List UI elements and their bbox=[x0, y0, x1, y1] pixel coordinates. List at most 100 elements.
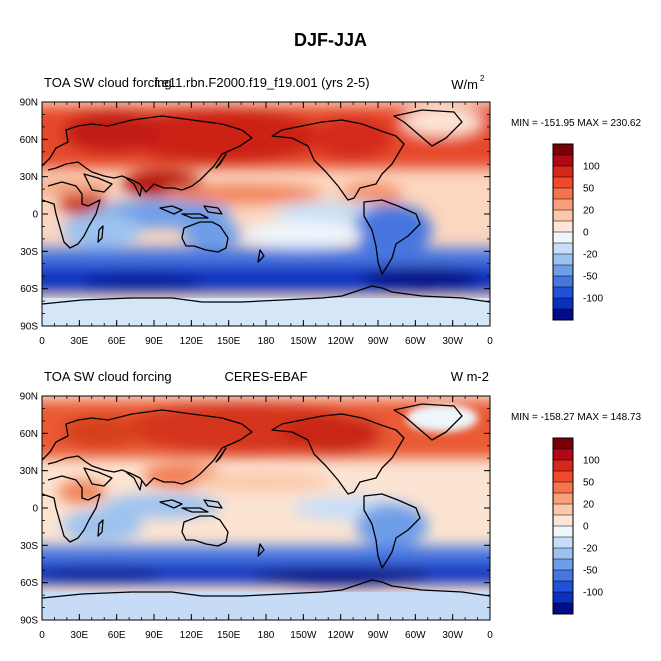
colorbar-swatch bbox=[553, 265, 573, 277]
lat-label-2: 90S bbox=[20, 616, 38, 627]
colorbar-swatch bbox=[553, 515, 573, 527]
panel-2-left-title: TOA SW cloud forcing bbox=[44, 369, 172, 384]
colorbar-swatch bbox=[553, 309, 573, 321]
colorbar-swatch bbox=[553, 449, 573, 461]
lat-label-1: 0 bbox=[32, 210, 38, 221]
colorbar-2: 100 50 20 0 -20 -50 -100 bbox=[552, 437, 603, 615]
colorbar-swatch bbox=[553, 592, 573, 604]
colorbar-swatch bbox=[553, 254, 573, 266]
lon-label-1: 90E bbox=[145, 336, 163, 347]
lon-label-1: 180 bbox=[258, 336, 275, 347]
contour-field-2 bbox=[42, 396, 490, 620]
colorbar-label: 20 bbox=[583, 500, 595, 511]
colorbar-swatch bbox=[553, 482, 573, 494]
colorbar-swatch bbox=[553, 199, 573, 211]
colorbar-label: -50 bbox=[583, 566, 598, 577]
lat-label-1: 60S bbox=[20, 284, 38, 295]
panel-2-units: W m-2 bbox=[451, 369, 489, 384]
lon-label-2: 120W bbox=[328, 630, 355, 641]
lon-label-2: 30E bbox=[70, 630, 88, 641]
lon-label-1: 120E bbox=[180, 336, 204, 347]
colorbar-label: -100 bbox=[583, 294, 603, 305]
colorbar-label: 50 bbox=[583, 478, 595, 489]
colorbar-swatch bbox=[553, 526, 573, 538]
colorbar-swatch bbox=[553, 276, 573, 288]
colorbar-swatch bbox=[553, 210, 573, 222]
map-panel-2 bbox=[41, 395, 491, 621]
colorbar-label: 0 bbox=[583, 522, 589, 533]
colorbar-swatch bbox=[553, 155, 573, 167]
lon-label-2: 90E bbox=[145, 630, 163, 641]
colorbar-swatch bbox=[553, 559, 573, 571]
lat-label-2: 60S bbox=[20, 578, 38, 589]
lon-label-1: 0 bbox=[487, 336, 493, 347]
colorbar-swatch bbox=[553, 243, 573, 255]
lat-label-2: 90N bbox=[20, 392, 38, 403]
lon-label-2: 150W bbox=[290, 630, 317, 641]
colorbar-swatch bbox=[553, 603, 573, 615]
colorbar-swatch bbox=[553, 493, 573, 505]
colorbar-swatch bbox=[553, 504, 573, 516]
lon-label-1: 0 bbox=[39, 336, 45, 347]
lat-label-1: 90S bbox=[20, 322, 38, 333]
colorbar-swatch bbox=[553, 537, 573, 549]
colorbar-1: 100 50 20 0 -20 -50 -100 bbox=[552, 143, 603, 321]
panel-2-minmax: MIN = -158.27 MAX = 148.73 bbox=[511, 412, 642, 423]
lon-label-1: 60W bbox=[405, 336, 426, 347]
panel-1-left-title: TOA SW cloud forcing bbox=[44, 75, 172, 90]
lon-label-2: 150E bbox=[217, 630, 241, 641]
lon-label-2: 0 bbox=[487, 630, 493, 641]
lon-label-2: 90W bbox=[368, 630, 389, 641]
lat-label-2: 30N bbox=[20, 466, 38, 477]
lat-label-2: 60N bbox=[20, 429, 38, 440]
lon-label-1: 150W bbox=[290, 336, 317, 347]
colorbar-label: 0 bbox=[583, 228, 589, 239]
colorbar-swatch bbox=[553, 221, 573, 233]
colorbar-swatch bbox=[553, 548, 573, 560]
colorbar-label: 100 bbox=[583, 456, 600, 467]
colorbar-swatch bbox=[553, 438, 573, 450]
panel-1-units-superscript: 2 bbox=[480, 74, 485, 83]
lat-label-1: 30S bbox=[20, 247, 38, 258]
colorbar-swatch bbox=[553, 177, 573, 189]
lat-label-1: 60N bbox=[20, 135, 38, 146]
colorbar-swatch bbox=[553, 570, 573, 582]
colorbar-swatch bbox=[553, 287, 573, 299]
figure-title: DJF-JJA bbox=[293, 30, 368, 50]
lon-label-1: 150E bbox=[217, 336, 241, 347]
colorbar-label: 20 bbox=[583, 206, 595, 217]
lon-label-2: 30W bbox=[442, 630, 463, 641]
lon-label-1: 30W bbox=[442, 336, 463, 347]
lon-label-2: 180 bbox=[258, 630, 275, 641]
lon-label-1: 90W bbox=[368, 336, 389, 347]
panel-1-units: W/m bbox=[451, 77, 478, 92]
colorbar-label: -50 bbox=[583, 272, 598, 283]
map-panel-1 bbox=[41, 101, 491, 327]
lon-label-1: 60E bbox=[108, 336, 126, 347]
colorbar-label: -100 bbox=[583, 588, 603, 599]
colorbar-label: 100 bbox=[583, 162, 600, 173]
lon-label-2: 120E bbox=[180, 630, 204, 641]
lon-label-2: 0 bbox=[39, 630, 45, 641]
lat-label-2: 30S bbox=[20, 541, 38, 552]
colorbar-swatch bbox=[553, 581, 573, 593]
lon-label-1: 30E bbox=[70, 336, 88, 347]
lat-label-1: 30N bbox=[20, 172, 38, 183]
panel-1-center-title: f.e11.rbn.F2000.f19_f19.001 (yrs 2-5) bbox=[154, 75, 369, 90]
colorbar-swatch bbox=[553, 298, 573, 310]
colorbar-swatch bbox=[553, 188, 573, 200]
lon-label-2: 60E bbox=[108, 630, 126, 641]
panel-1-minmax: MIN = -151.95 MAX = 230.62 bbox=[511, 118, 642, 129]
colorbar-swatch bbox=[553, 471, 573, 483]
colorbar-swatch bbox=[553, 232, 573, 244]
colorbar-label: -20 bbox=[583, 250, 598, 261]
colorbar-label: 50 bbox=[583, 184, 595, 195]
colorbar-label: -20 bbox=[583, 544, 598, 555]
lat-label-1: 90N bbox=[20, 98, 38, 109]
colorbar-swatch bbox=[553, 166, 573, 178]
contour-field-1 bbox=[42, 102, 490, 326]
colorbar-swatch bbox=[553, 460, 573, 472]
colorbar-swatch bbox=[553, 144, 573, 156]
